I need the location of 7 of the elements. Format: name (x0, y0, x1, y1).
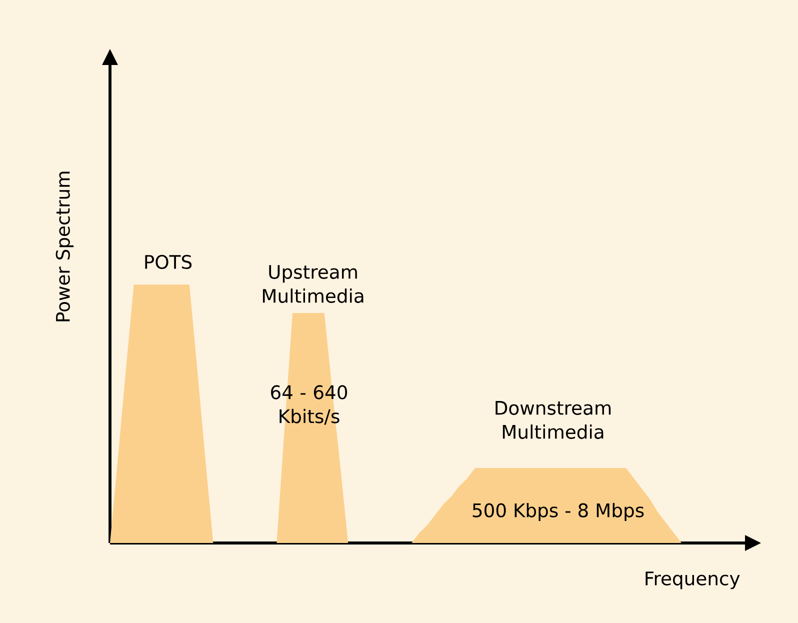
annotation: 64 - 640 Kbits/s (271, 385, 348, 425)
y-axis-title: Power Spectrum (56, 172, 74, 322)
annotation: Upstream Multimedia (262, 265, 364, 303)
annotation: Downstream Multimedia (496, 401, 611, 439)
text: POTS (145, 254, 192, 270)
annotation: 500 Kbps - 8 Mbps (472, 502, 644, 522)
x-axis-title: Frequency (646, 572, 740, 590)
